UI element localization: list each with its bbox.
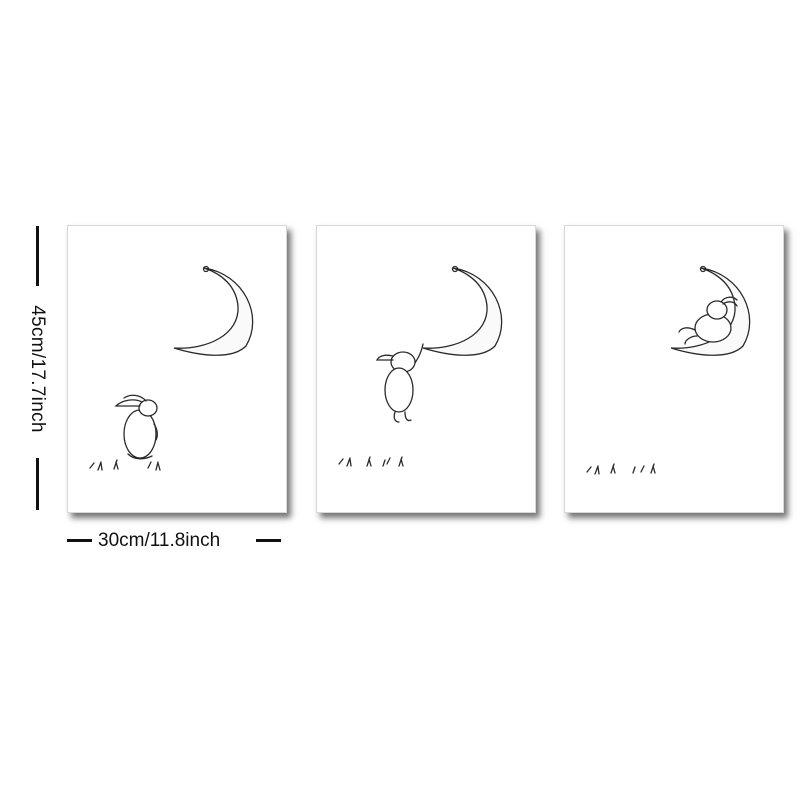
- height-marker-top: [36, 226, 39, 286]
- print-2-illustration: [338, 265, 503, 467]
- print-1-illustration: [89, 265, 254, 471]
- crescent-moon-icon: [173, 267, 254, 356]
- print-bunny-resting-on-moon: [564, 225, 784, 513]
- bunny-icon: [375, 343, 424, 423]
- print-3-illustration: [586, 265, 751, 475]
- print-bunny-gazing-at-moon: [67, 225, 287, 513]
- width-marker-left: [67, 539, 92, 542]
- height-marker-bottom: [36, 458, 39, 510]
- print-bunny-hanging-from-moon: [316, 225, 536, 513]
- bunny-icon: [678, 296, 738, 345]
- width-marker-right: [256, 539, 281, 542]
- height-label: 45cm/17.7inch: [27, 305, 48, 433]
- crescent-moon-icon: [422, 267, 503, 356]
- grass-icon: [338, 456, 404, 467]
- grass-icon: [89, 459, 161, 471]
- grass-icon: [586, 463, 656, 475]
- bunny-icon: [114, 394, 158, 460]
- width-label: 30cm/11.8inch: [98, 530, 221, 551]
